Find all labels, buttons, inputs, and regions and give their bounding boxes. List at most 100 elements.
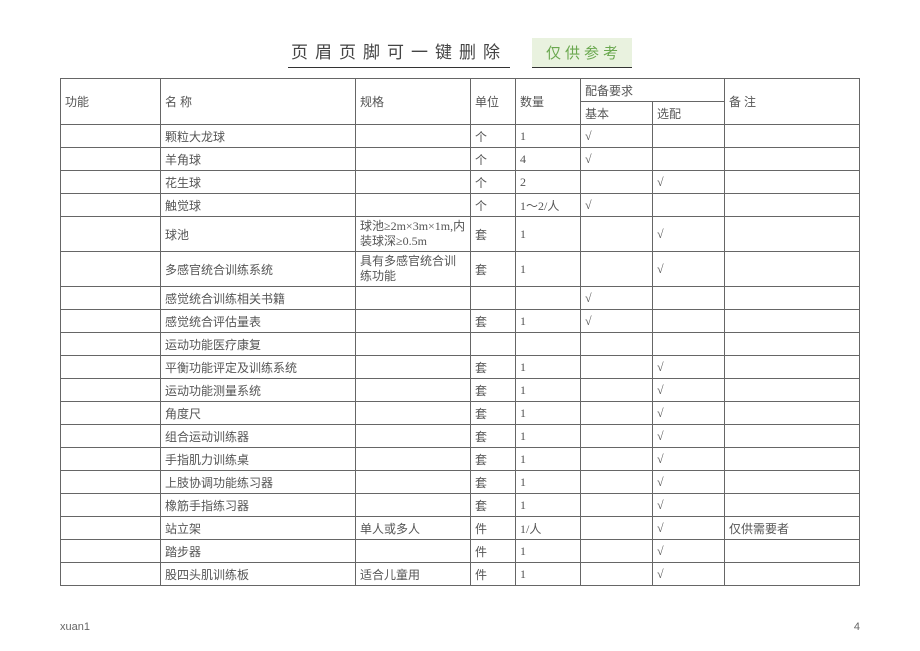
header-badge: 仅供参考 <box>532 38 632 68</box>
cell-qty: 1 <box>516 448 581 471</box>
cell-opt: √ <box>653 563 725 586</box>
cell-name: 颗粒大龙球 <box>161 125 356 148</box>
cell-spec <box>356 171 471 194</box>
cell-unit: 套 <box>471 402 516 425</box>
cell-note <box>725 252 860 287</box>
cell-spec <box>356 448 471 471</box>
cell-basic <box>581 563 653 586</box>
table-row: 角度尺套1√ <box>61 402 860 425</box>
cell-qty: 1 <box>516 563 581 586</box>
cell-opt: √ <box>653 356 725 379</box>
cell-name: 花生球 <box>161 171 356 194</box>
cell-func <box>61 310 161 333</box>
cell-spec <box>356 310 471 333</box>
cell-opt <box>653 287 725 310</box>
cell-func <box>61 148 161 171</box>
cell-spec: 球池≥2m×3m×1m,内装球深≥0.5m <box>356 217 471 252</box>
cell-spec: 具有多感官统合训练功能 <box>356 252 471 287</box>
document-page: 页眉页脚可一键删除 仅供参考 功能 名 称 规格 单位 数量 配备要求 备 注 … <box>0 0 920 651</box>
cell-func <box>61 217 161 252</box>
cell-func <box>61 471 161 494</box>
cell-opt: √ <box>653 425 725 448</box>
cell-name: 踏步器 <box>161 540 356 563</box>
cell-opt: √ <box>653 494 725 517</box>
cell-qty: 1 <box>516 494 581 517</box>
cell-func <box>61 171 161 194</box>
cell-opt: √ <box>653 252 725 287</box>
header-title: 页眉页脚可一键删除 <box>288 38 510 68</box>
cell-func <box>61 356 161 379</box>
cell-note: 仅供需要者 <box>725 517 860 540</box>
table-row: 运动功能测量系统套1√ <box>61 379 860 402</box>
cell-opt: √ <box>653 379 725 402</box>
cell-basic <box>581 448 653 471</box>
col-unit: 单位 <box>471 79 516 125</box>
page-footer: xuan1 4 <box>60 621 860 633</box>
cell-func <box>61 402 161 425</box>
cell-unit: 个 <box>471 125 516 148</box>
cell-basic: √ <box>581 287 653 310</box>
cell-basic: √ <box>581 125 653 148</box>
cell-func <box>61 125 161 148</box>
cell-name: 球池 <box>161 217 356 252</box>
cell-spec <box>356 356 471 379</box>
cell-spec <box>356 333 471 356</box>
cell-unit: 套 <box>471 217 516 252</box>
table-row: 平衡功能评定及训练系统套1√ <box>61 356 860 379</box>
page-header: 页眉页脚可一键删除 仅供参考 <box>60 38 860 68</box>
cell-basic <box>581 471 653 494</box>
col-optional: 选配 <box>653 102 725 125</box>
cell-note <box>725 333 860 356</box>
cell-note <box>725 379 860 402</box>
cell-qty: 1 <box>516 125 581 148</box>
table-body: 颗粒大龙球个1√羊角球个4√花生球个2√触觉球个1～2/人√球池球池≥2m×3m… <box>61 125 860 586</box>
cell-basic <box>581 333 653 356</box>
cell-opt: √ <box>653 171 725 194</box>
cell-qty <box>516 287 581 310</box>
cell-note <box>725 425 860 448</box>
cell-func <box>61 252 161 287</box>
cell-name: 运动功能测量系统 <box>161 379 356 402</box>
cell-note <box>725 563 860 586</box>
cell-spec <box>356 494 471 517</box>
table-row: 上肢协调功能练习器套1√ <box>61 471 860 494</box>
cell-unit: 套 <box>471 494 516 517</box>
cell-note <box>725 217 860 252</box>
col-spec: 规格 <box>356 79 471 125</box>
cell-func <box>61 563 161 586</box>
cell-basic <box>581 252 653 287</box>
col-func: 功能 <box>61 79 161 125</box>
cell-name: 上肢协调功能练习器 <box>161 471 356 494</box>
cell-name: 触觉球 <box>161 194 356 217</box>
cell-spec: 适合儿童用 <box>356 563 471 586</box>
cell-func <box>61 448 161 471</box>
col-basic: 基本 <box>581 102 653 125</box>
cell-spec <box>356 287 471 310</box>
cell-name: 羊角球 <box>161 148 356 171</box>
table-row: 组合运动训练器套1√ <box>61 425 860 448</box>
cell-unit: 套 <box>471 252 516 287</box>
cell-note <box>725 402 860 425</box>
cell-qty: 1 <box>516 402 581 425</box>
cell-name: 手指肌力训练桌 <box>161 448 356 471</box>
cell-name: 感觉统合评估量表 <box>161 310 356 333</box>
cell-unit: 个 <box>471 148 516 171</box>
table-row: 手指肌力训练桌套1√ <box>61 448 860 471</box>
cell-unit: 套 <box>471 448 516 471</box>
cell-opt: √ <box>653 217 725 252</box>
cell-basic: √ <box>581 194 653 217</box>
cell-name: 多感官统合训练系统 <box>161 252 356 287</box>
cell-spec <box>356 425 471 448</box>
cell-name: 平衡功能评定及训练系统 <box>161 356 356 379</box>
cell-basic: √ <box>581 148 653 171</box>
cell-note <box>725 125 860 148</box>
cell-unit: 个 <box>471 194 516 217</box>
cell-name: 橡筋手指练习器 <box>161 494 356 517</box>
table-header: 功能 名 称 规格 单位 数量 配备要求 备 注 基本 选配 <box>61 79 860 125</box>
cell-basic <box>581 540 653 563</box>
table-row: 站立架单人或多人件1/人√仅供需要者 <box>61 517 860 540</box>
cell-qty: 1 <box>516 356 581 379</box>
table-row: 踏步器件1√ <box>61 540 860 563</box>
cell-unit: 套 <box>471 310 516 333</box>
cell-unit: 套 <box>471 425 516 448</box>
